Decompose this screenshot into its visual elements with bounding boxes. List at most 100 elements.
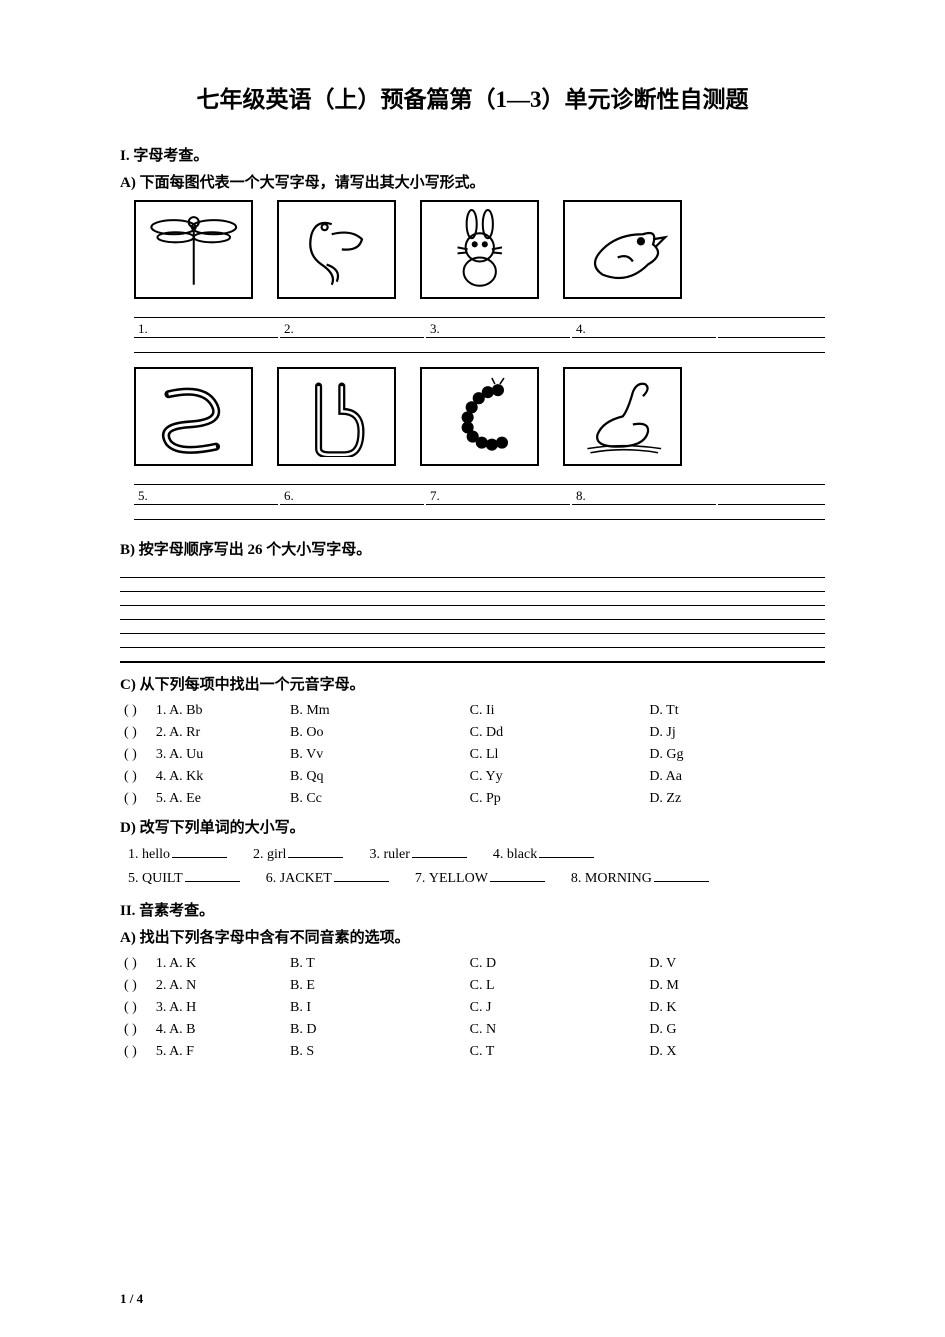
letter-image-bird bbox=[563, 200, 682, 299]
part-d-head: D) 改写下列单词的大小写。 bbox=[120, 816, 825, 837]
fill-blank[interactable] bbox=[539, 843, 594, 858]
fill-blank[interactable] bbox=[334, 867, 389, 882]
q-num: 1. bbox=[156, 703, 167, 718]
fill-num: 2. bbox=[253, 847, 264, 863]
opt-c: C. J bbox=[466, 997, 646, 1019]
fill-num: 1. bbox=[128, 847, 139, 863]
opt-c: C. D bbox=[466, 953, 646, 975]
opt-b: B. Oo bbox=[286, 722, 466, 744]
answer-paren[interactable]: ( ) bbox=[120, 1041, 152, 1063]
mc-table-c: ( ) 1. A. Bb B. Mm C. Ii D. Tt ( ) 2. A.… bbox=[120, 700, 825, 810]
opt-a: A. Bb bbox=[169, 703, 202, 718]
mc-row: ( ) 3. A. H B. I C. J D. K bbox=[120, 997, 825, 1019]
fill-blank[interactable] bbox=[172, 843, 227, 858]
opt-d: D. Aa bbox=[645, 766, 825, 788]
opt-d: D. V bbox=[645, 953, 825, 975]
rule-line[interactable] bbox=[120, 579, 825, 592]
mc-table-a2: ( ) 1. A. K B. T C. D D. V ( ) 2. A. N B… bbox=[120, 953, 825, 1063]
numbered-line[interactable]: 5. 6. 7. 8. bbox=[134, 487, 825, 505]
opt-c: C. Ll bbox=[466, 744, 646, 766]
part-a2-head: A) 找出下列各字母中含有不同音素的选项。 bbox=[120, 926, 825, 947]
q-num: 4. bbox=[156, 1022, 167, 1037]
blank-1[interactable]: 1. bbox=[134, 321, 278, 338]
mc-row: ( ) 5. A. Ee B. Cc C. Pp D. Zz bbox=[120, 788, 825, 810]
fill-num: 3. bbox=[369, 847, 380, 863]
answer-paren[interactable]: ( ) bbox=[120, 997, 152, 1019]
fill-word: girl bbox=[267, 847, 286, 863]
rule-rest bbox=[718, 504, 825, 505]
fill-blank[interactable] bbox=[412, 843, 467, 858]
fill-item: 1. hello bbox=[128, 843, 227, 863]
fill-word: MORNING bbox=[585, 871, 652, 887]
rule-line[interactable] bbox=[120, 649, 825, 663]
opt-a: A. K bbox=[169, 956, 196, 971]
answer-paren[interactable]: ( ) bbox=[120, 1019, 152, 1041]
fill-item: 8. MORNING bbox=[571, 867, 709, 887]
blank-7[interactable]: 7. bbox=[426, 488, 570, 505]
part-c-head: C) 从下列每项中找出一个元音字母。 bbox=[120, 673, 825, 694]
rule-rest bbox=[718, 337, 825, 338]
frog-icon bbox=[285, 209, 389, 290]
fill-word: YELLOW bbox=[429, 871, 488, 887]
answer-paren[interactable]: ( ) bbox=[120, 766, 152, 788]
opt-d: D. Gg bbox=[645, 744, 825, 766]
mc-row: ( ) 3. A. Uu B. Vv C. Ll D. Gg bbox=[120, 744, 825, 766]
answer-paren[interactable]: ( ) bbox=[120, 975, 152, 997]
fill-item: 7. YELLOW bbox=[415, 867, 545, 887]
fill-num: 8. bbox=[571, 871, 582, 887]
fill-blank[interactable] bbox=[654, 867, 709, 882]
opt-a: A. F bbox=[169, 1044, 194, 1059]
blank-3[interactable]: 3. bbox=[426, 321, 570, 338]
opt-b: B. Mm bbox=[286, 700, 466, 722]
blank-4[interactable]: 4. bbox=[572, 321, 716, 338]
opt-a: A. Kk bbox=[169, 769, 203, 784]
image-row-2 bbox=[134, 367, 825, 466]
answer-paren[interactable]: ( ) bbox=[120, 744, 152, 766]
rule-line bbox=[134, 470, 825, 485]
answer-lines-2: 5. 6. 7. 8. bbox=[134, 470, 825, 520]
swan-icon bbox=[571, 376, 675, 457]
rule-line bbox=[134, 303, 825, 318]
part-a-head: A) 下面每图代表一个大写字母，请写出其大小写形式。 bbox=[120, 171, 825, 192]
q-num: 2. bbox=[156, 725, 167, 740]
page-title: 七年级英语（上）预备篇第（1—3）单元诊断性自测题 bbox=[120, 80, 825, 114]
answer-paren[interactable]: ( ) bbox=[120, 788, 152, 810]
rule-line[interactable] bbox=[120, 621, 825, 634]
rule-line[interactable] bbox=[120, 593, 825, 606]
dragonfly-icon bbox=[142, 209, 246, 290]
q-num: 4. bbox=[156, 769, 167, 784]
fill-blank[interactable] bbox=[288, 843, 343, 858]
blank-8[interactable]: 8. bbox=[572, 488, 716, 505]
fill-row-1: 1. hello 2. girl 3. ruler 4. black bbox=[128, 843, 825, 863]
opt-d: D. Zz bbox=[645, 788, 825, 810]
fill-num: 6. bbox=[266, 871, 277, 887]
answer-paren[interactable]: ( ) bbox=[120, 700, 152, 722]
numbered-line[interactable]: 1. 2. 3. 4. bbox=[134, 320, 825, 338]
letter-image-bottle bbox=[277, 367, 396, 466]
section-2-head: II. 音素考查。 bbox=[120, 899, 825, 920]
answer-paren[interactable]: ( ) bbox=[120, 953, 152, 975]
opt-c: C. N bbox=[466, 1019, 646, 1041]
bottle-icon bbox=[285, 376, 389, 457]
blank-2[interactable]: 2. bbox=[280, 321, 424, 338]
fill-num: 5. bbox=[128, 871, 139, 887]
mc-row: ( ) 4. A. Kk B. Qq C. Yy D. Aa bbox=[120, 766, 825, 788]
answer-paren[interactable]: ( ) bbox=[120, 722, 152, 744]
mc-row: ( ) 1. A. K B. T C. D D. V bbox=[120, 953, 825, 975]
opt-c: C. L bbox=[466, 975, 646, 997]
fill-item: 6. JACKET bbox=[266, 867, 389, 887]
rule-line[interactable] bbox=[120, 607, 825, 620]
fill-blank[interactable] bbox=[185, 867, 240, 882]
opt-a: A. N bbox=[169, 978, 196, 993]
rule-line[interactable] bbox=[120, 565, 825, 578]
fill-blank[interactable] bbox=[490, 867, 545, 882]
fill-item: 3. ruler bbox=[369, 843, 466, 863]
alphabet-write-area[interactable] bbox=[120, 565, 825, 663]
opt-c: C. Pp bbox=[466, 788, 646, 810]
opt-b: B. Vv bbox=[286, 744, 466, 766]
rule-line[interactable] bbox=[120, 635, 825, 648]
snake-icon bbox=[142, 376, 246, 457]
blank-6[interactable]: 6. bbox=[280, 488, 424, 505]
page-number: 1 / 4 bbox=[120, 1291, 143, 1307]
blank-5[interactable]: 5. bbox=[134, 488, 278, 505]
